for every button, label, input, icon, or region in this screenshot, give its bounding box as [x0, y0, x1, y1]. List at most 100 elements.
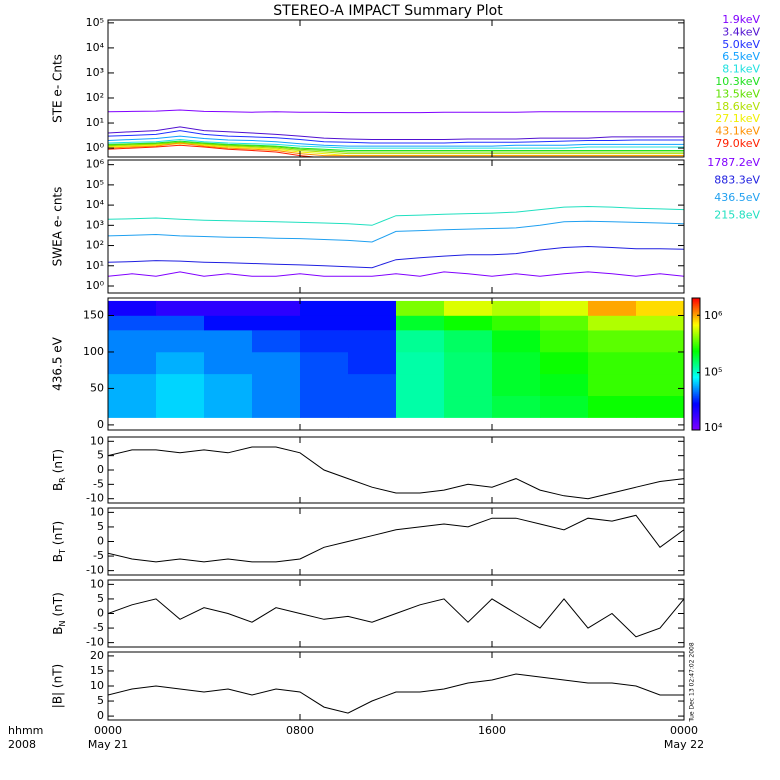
- heat-cell: [300, 351, 349, 375]
- y-tick-label: 5: [97, 694, 104, 707]
- heat-cell: [588, 373, 637, 397]
- heat-cell: [444, 373, 493, 397]
- colorbar-slice: [692, 422, 700, 425]
- colorbar-slice: [692, 360, 700, 363]
- heat-cell: [636, 300, 684, 316]
- series-line: [108, 140, 684, 151]
- heat-cell: [108, 330, 157, 353]
- y-tick-label: 10⁵: [86, 16, 104, 29]
- colorbar-slice: [692, 368, 700, 371]
- legend-entry: 10.3keV: [715, 75, 760, 88]
- colorbar-slice: [692, 332, 700, 335]
- y-tick-label: 10³: [86, 66, 104, 79]
- heat-cell: [636, 373, 684, 397]
- heat-cell: [204, 300, 253, 316]
- colorbar-slice: [692, 362, 700, 365]
- y-tick-label: 50: [90, 381, 104, 394]
- y-tick-label: 0: [97, 709, 104, 722]
- heat-cell: [444, 315, 493, 331]
- y-tick-label: 10¹: [86, 116, 104, 129]
- heat-cell: [396, 373, 445, 397]
- colorbar-label: 10⁶: [704, 309, 723, 322]
- series-line: [108, 126, 684, 140]
- heat-cell: [252, 351, 301, 375]
- series-line: [108, 673, 684, 714]
- heat-cell: [156, 315, 205, 331]
- y-axis-label: STE e- Cnts: [51, 54, 65, 123]
- y-label-symbol: B: [51, 627, 65, 635]
- heat-cell: [348, 395, 397, 418]
- colorbar-slice: [692, 358, 700, 361]
- y-label-symbol: B: [51, 483, 65, 491]
- heat-cell: [204, 330, 253, 353]
- plot-area: [108, 300, 684, 418]
- legend-entry: 13.5keV: [715, 87, 760, 100]
- series-line: [108, 205, 684, 226]
- colorbar-slice: [692, 380, 700, 383]
- heat-cell: [540, 315, 589, 331]
- colorbar-slice: [692, 302, 700, 305]
- y-axis-label: 436.5 eV: [51, 336, 65, 391]
- y-tick-label: 0: [97, 418, 104, 431]
- heat-cell: [348, 351, 397, 375]
- y-label-subscript: R: [58, 477, 67, 483]
- series-line: [108, 142, 684, 155]
- series-line: [108, 514, 684, 563]
- colorbar-slice: [692, 412, 700, 415]
- heat-cell: [108, 315, 157, 331]
- panel-frame: [107, 297, 685, 431]
- colorbar-slice: [692, 366, 700, 369]
- y-tick-label: 10: [90, 434, 104, 447]
- colorbar-slice: [692, 392, 700, 395]
- colorbar-slice: [692, 388, 700, 391]
- plot-area: [108, 598, 684, 638]
- colorbar-slice: [692, 414, 700, 417]
- series-line: [108, 598, 684, 638]
- colorbar-slice: [692, 348, 700, 351]
- y-tick-label: 10⁴: [86, 198, 105, 211]
- y-tick-label: -10: [86, 636, 104, 649]
- heat-cell: [396, 351, 445, 375]
- y-tick-label: 0: [97, 535, 104, 548]
- heat-cell: [588, 395, 637, 418]
- colorbar-label: 10⁵: [704, 366, 722, 379]
- colorbar-slice: [692, 324, 700, 327]
- series-line: [108, 446, 684, 500]
- y-label-unit: (nT): [51, 449, 65, 473]
- heat-cell: [636, 351, 684, 375]
- heat-cell: [444, 330, 493, 353]
- colorbar-slice: [692, 326, 700, 329]
- heat-cell: [348, 300, 397, 316]
- heat-cell: [396, 330, 445, 353]
- y-tick-label: 10¹: [86, 259, 104, 272]
- colorbar-slice: [692, 350, 700, 353]
- heat-cell: [492, 351, 541, 375]
- y-tick-label: 10²: [86, 239, 104, 252]
- colorbar-slice: [692, 396, 700, 399]
- y-label-subscript: T: [58, 549, 67, 555]
- colorbar-slice: [692, 402, 700, 405]
- legend-entry: 883.3eV: [714, 174, 760, 187]
- legend-entry: 5.0keV: [722, 38, 760, 51]
- legend-entry: 79.0keV: [715, 137, 760, 150]
- heat-cell: [300, 395, 349, 418]
- plot-area: [108, 109, 684, 157]
- heat-cell: [444, 300, 493, 316]
- series-line: [108, 109, 684, 114]
- y-tick-label: 0: [97, 463, 104, 476]
- y-tick-label: 10⁶: [86, 158, 105, 171]
- heat-cell: [348, 373, 397, 397]
- colorbar-slice: [692, 400, 700, 403]
- heat-cell: [108, 300, 157, 316]
- heat-cell: [348, 330, 397, 353]
- heat-cell: [636, 395, 684, 418]
- colorbar-slice: [692, 310, 700, 313]
- heat-cell: [252, 395, 301, 418]
- colorbar-slice: [692, 364, 700, 367]
- heat-cell: [300, 300, 349, 316]
- heat-cell: [492, 300, 541, 316]
- series-line: [108, 220, 684, 243]
- heat-cell: [156, 300, 205, 316]
- heat-cell: [588, 330, 637, 353]
- legend-entry: 6.5keV: [722, 50, 760, 63]
